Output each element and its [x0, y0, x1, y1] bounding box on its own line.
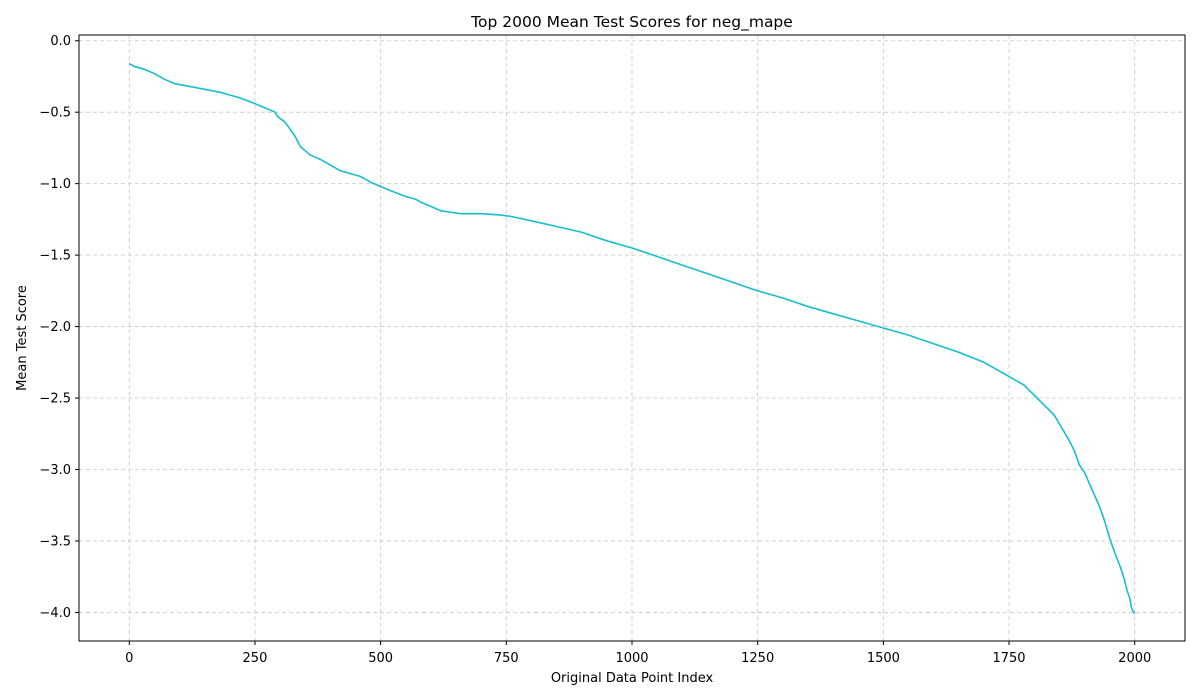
x-tick-label: 250: [243, 651, 268, 666]
x-tick-label: 1000: [615, 651, 648, 666]
y-tick-label: −3.0: [39, 463, 71, 478]
y-tick-label: −3.5: [39, 534, 71, 549]
y-tick-label: 0.0: [50, 34, 71, 49]
x-tick-label: 500: [368, 651, 393, 666]
x-tick-label: 1500: [867, 651, 900, 666]
x-tick-label: 750: [494, 651, 519, 666]
y-tick-label: −1.5: [39, 249, 71, 264]
y-tick-label: −4.0: [39, 606, 71, 621]
x-tick-label: 1250: [741, 651, 774, 666]
chart-title: Top 2000 Mean Test Scores for neg_mape: [470, 13, 793, 32]
grid: [79, 35, 1185, 641]
y-tick-label: −2.5: [39, 392, 71, 407]
y-axis-label: Mean Test Score: [15, 285, 30, 391]
y-tick-label: −2.0: [39, 320, 71, 335]
x-axis: 0 250 500 750 1000 1250 1500 1750 2000: [125, 641, 1151, 666]
y-axis: 0.0 −0.5 −1.0 −1.5 −2.0 −2.5 −3.0 −3.5 −4.0: [39, 34, 79, 621]
x-tick-label: 2000: [1118, 651, 1151, 666]
x-tick-label: 0: [125, 651, 133, 666]
x-axis-label: Original Data Point Index: [551, 671, 714, 686]
y-tick-label: −0.5: [39, 106, 71, 121]
y-tick-label: −1.0: [39, 177, 71, 192]
series-line: [128, 62, 1136, 615]
x-tick-label: 1750: [992, 651, 1025, 666]
